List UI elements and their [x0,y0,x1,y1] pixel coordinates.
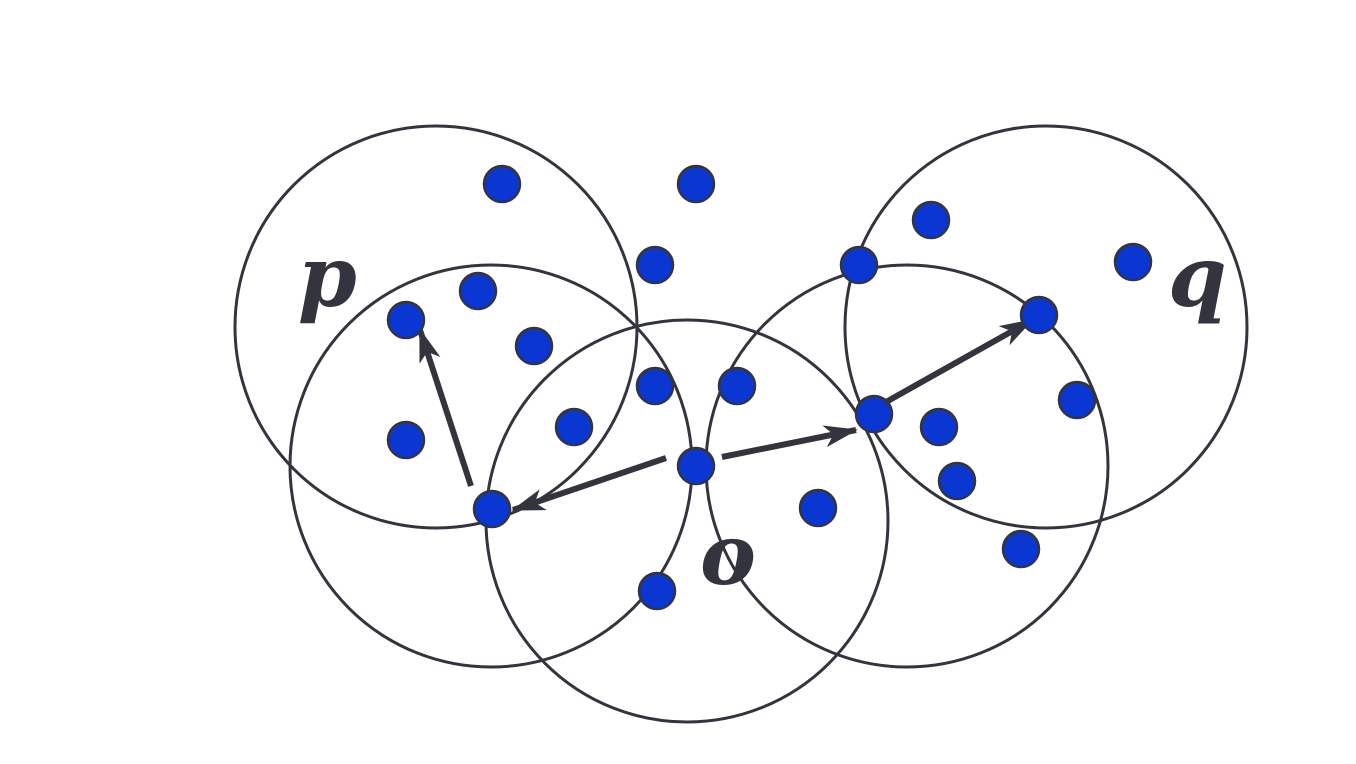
data-point [1113,242,1153,282]
data-point [554,407,594,447]
data-point [635,366,675,406]
data-point [676,164,716,204]
label-q: q [1168,227,1227,326]
point-labels: p q o [298,227,1227,604]
data-point [1001,529,1041,569]
data-point [635,245,675,285]
arrow-center-to-right-core [721,425,858,460]
data-point [911,200,951,240]
arrow-right-core-to-q [884,317,1034,405]
data-point [1057,380,1097,420]
arrow-center-to-left-core [511,455,667,513]
reachability-arrows [417,317,1034,513]
label-p: p [298,227,357,326]
data-point-o [676,446,716,486]
neighborhood-circle-q [843,124,1249,530]
data-point-right-core [854,394,894,434]
arrow-left-core-to-p [417,328,474,487]
neighborhood-circles [233,124,1249,724]
data-point-left-core [472,489,512,529]
data-point [514,326,554,366]
data-point [637,571,677,611]
data-points [386,164,1153,611]
data-point [798,488,838,528]
data-point [458,271,498,311]
data-point [839,245,879,285]
data-point-q [1019,295,1059,335]
data-point [937,461,977,501]
data-point [919,407,959,447]
neighborhood-circle-p [233,124,639,530]
data-point [482,164,522,204]
label-o: o [700,505,756,604]
data-point [386,420,426,460]
data-point-p [386,300,426,340]
data-point [717,366,757,406]
